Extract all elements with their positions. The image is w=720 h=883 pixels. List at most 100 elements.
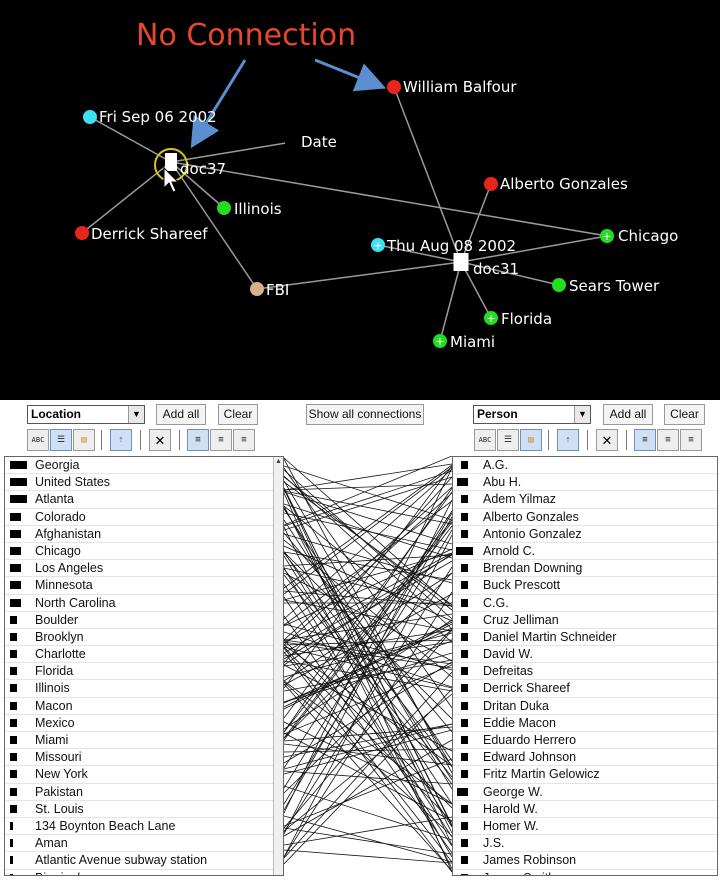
list-item[interactable]: Chicago <box>5 543 283 561</box>
show-all-connections-button[interactable]: Show all connections <box>306 404 424 425</box>
graph-node-chicago[interactable]: + Chicago <box>600 227 678 245</box>
list-item[interactable]: Boulder <box>5 612 283 629</box>
list-item[interactable]: Eddie Macon <box>453 715 717 732</box>
chevron-down-icon[interactable]: ▼ <box>128 406 144 423</box>
list-item[interactable]: Edward Johnson <box>453 749 717 767</box>
location-node-icon[interactable] <box>552 278 566 292</box>
list-item[interactable]: Eduardo Herrero <box>453 732 717 750</box>
align-right-icon[interactable]: ≡ <box>233 429 255 451</box>
graph-canvas[interactable]: No Connection Fri Sep 06 2002 Date doc37 Il… <box>0 0 720 400</box>
organization-node-icon[interactable] <box>250 282 264 296</box>
list-item[interactable]: Florida <box>5 663 283 681</box>
list-item[interactable]: Harold W. <box>453 801 717 818</box>
list-item[interactable]: Brendan Downing <box>453 560 717 578</box>
list-item[interactable]: Cruz Jelliman <box>453 612 717 629</box>
concept-node-icon[interactable] <box>285 135 299 149</box>
list-item[interactable]: James Robinson <box>453 852 717 870</box>
list-item[interactable]: Atlantic Avenue subway station <box>5 852 283 870</box>
person-node-icon[interactable] <box>75 226 89 240</box>
list-item[interactable]: Charlotte <box>5 646 283 664</box>
location-list[interactable]: Georgia United States Atlanta Colorado Afgha… <box>4 456 284 876</box>
remove-icon[interactable]: ✕ <box>596 429 618 451</box>
graph-node-florida[interactable]: + Florida <box>484 310 552 328</box>
sort-color-icon[interactable]: ▤ <box>73 429 95 451</box>
sort-count-icon[interactable]: ☰ <box>497 429 519 451</box>
document-node-icon[interactable] <box>453 253 469 271</box>
list-item[interactable]: Daniel Martin Schneider <box>453 629 717 647</box>
graph-node-balfour[interactable]: William Balfour <box>387 78 517 96</box>
align-center-icon[interactable]: ≡ <box>657 429 679 451</box>
move-up-icon[interactable]: ⇡ <box>557 429 579 451</box>
list-item[interactable]: Colorado <box>5 509 283 526</box>
graph-svg[interactable]: No Connection Fri Sep 06 2002 Date doc37 Il… <box>0 0 720 400</box>
list-item[interactable]: C.G. <box>453 595 717 612</box>
location-node-icon[interactable] <box>484 311 498 325</box>
align-right-icon[interactable]: ≡ <box>680 429 702 451</box>
graph-node-gonzales[interactable]: Alberto Gonzales <box>484 175 628 193</box>
list-item[interactable]: Abu H. <box>453 474 717 492</box>
sort-alpha-icon[interactable]: ABC <box>27 429 49 451</box>
list-item[interactable]: J.S. <box>453 835 717 853</box>
list-item[interactable]: Antonio Gonzalez <box>453 526 717 543</box>
right-clear-button[interactable]: Clear <box>664 404 705 425</box>
left-scrollbar[interactable]: ▲ <box>273 457 283 875</box>
date-node-icon[interactable] <box>371 238 385 252</box>
list-item[interactable]: Derrick Shareef <box>453 680 717 698</box>
list-item[interactable]: George W. <box>453 784 717 801</box>
list-item[interactable]: Buck Prescott <box>453 577 717 595</box>
list-item[interactable]: United States <box>5 474 283 492</box>
list-item[interactable]: Adem Yilmaz <box>453 491 717 509</box>
scroll-up-icon[interactable]: ▲ <box>275 458 282 465</box>
list-item[interactable]: Macon <box>5 698 283 715</box>
left-add-all-button[interactable]: Add all <box>156 404 206 425</box>
list-item[interactable]: Mexico <box>5 715 283 732</box>
sort-count-icon[interactable]: ☰ <box>50 429 72 451</box>
graph-node-thu[interactable]: + Thu Aug 08 2002 <box>371 237 516 255</box>
list-item[interactable]: Fritz Martin Gelowicz <box>453 766 717 784</box>
graph-node-fri[interactable]: Fri Sep 06 2002 <box>83 108 217 126</box>
list-item[interactable]: Georgia <box>5 457 283 475</box>
graph-node-derrick[interactable]: Derrick Shareef <box>75 225 208 243</box>
graph-node-doc31[interactable]: doc31 <box>453 253 520 278</box>
sort-alpha-icon[interactable]: ABC <box>474 429 496 451</box>
person-node-icon[interactable] <box>387 80 401 94</box>
list-item[interactable]: David W. <box>453 646 717 664</box>
align-left-icon[interactable]: ≡ <box>634 429 656 451</box>
list-item[interactable]: Missouri <box>5 749 283 767</box>
list-item[interactable]: A.G. <box>453 457 717 475</box>
list-item[interactable]: Birmingham <box>5 870 283 875</box>
list-item[interactable]: Illinois <box>5 680 283 698</box>
left-type-dropdown[interactable]: Location ▼ <box>27 405 145 424</box>
date-node-icon[interactable] <box>83 110 97 124</box>
remove-icon[interactable]: ✕ <box>149 429 171 451</box>
list-item[interactable]: James Smithson <box>453 870 717 875</box>
person-node-icon[interactable] <box>484 177 498 191</box>
list-item[interactable]: Dritan Duka <box>453 698 717 715</box>
list-item[interactable]: Los Angeles <box>5 560 283 578</box>
list-item[interactable]: Pakistan <box>5 784 283 801</box>
graph-node-date[interactable]: Date <box>285 133 337 151</box>
list-item[interactable]: Aman <box>5 835 283 853</box>
graph-node-illinois[interactable]: Illinois <box>217 200 282 218</box>
list-item[interactable]: St. Louis <box>5 801 283 818</box>
list-item[interactable]: Arnold C. <box>453 543 717 561</box>
graph-node-doc37[interactable]: doc37 <box>165 153 226 178</box>
align-center-icon[interactable]: ≡ <box>210 429 232 451</box>
list-item[interactable]: Homer W. <box>453 818 717 836</box>
right-add-all-button[interactable]: Add all <box>603 404 653 425</box>
person-list[interactable]: A.G. Abu H. Adem Yilmaz Alberto Gonzales Ant… <box>452 456 718 876</box>
list-item[interactable]: Afghanistan <box>5 526 283 543</box>
right-type-dropdown[interactable]: Person ▼ <box>473 405 591 424</box>
left-clear-button[interactable]: Clear <box>218 404 258 425</box>
list-item[interactable]: Brooklyn <box>5 629 283 647</box>
align-left-icon[interactable]: ≡ <box>187 429 209 451</box>
location-node-icon[interactable] <box>217 201 231 215</box>
list-item[interactable]: New York <box>5 766 283 784</box>
graph-node-fbi[interactable]: FBI <box>250 281 289 299</box>
list-item[interactable]: Alberto Gonzales <box>453 509 717 526</box>
list-item[interactable]: North Carolina <box>5 595 283 612</box>
chevron-down-icon[interactable]: ▼ <box>574 406 590 423</box>
list-item[interactable]: 134 Boynton Beach Lane <box>5 818 283 836</box>
location-node-icon[interactable] <box>600 229 614 243</box>
graph-node-sears[interactable]: Sears Tower <box>552 277 660 295</box>
